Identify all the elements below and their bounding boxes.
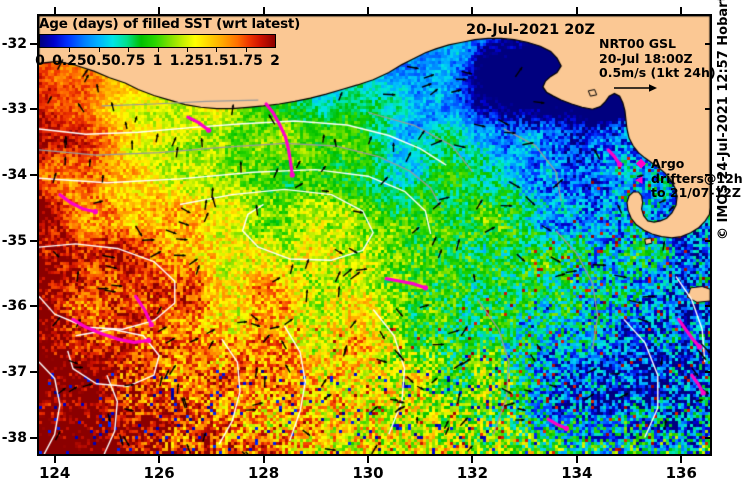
y-tick-right (705, 239, 712, 242)
colorbar-ticks (39, 48, 276, 53)
y-tick-right (705, 173, 712, 176)
y-tick-right (705, 436, 712, 439)
drifter-track-arrow-icon: ◂ (635, 170, 643, 188)
colorbar-tick-labels: 0 0.25 0.5 0.75 1 1.25 1.5 1.75 2 (35, 53, 286, 71)
x-tick-top (53, 7, 56, 14)
y-tick (30, 42, 37, 45)
y-tick-label: -35 (1, 232, 27, 249)
y-tick-label: -32 (1, 35, 27, 52)
map-plot-area[interactable] (37, 14, 712, 456)
colorbar-tick-label: 0 (35, 53, 45, 69)
colorbar-tick (69, 48, 71, 52)
y-tick-label: -38 (1, 429, 27, 446)
sst-age-heatmap-canvas[interactable] (39, 16, 710, 454)
x-tick-label: 132 (456, 464, 489, 482)
y-tick-label: -34 (1, 166, 27, 183)
colorbar-gradient (39, 34, 276, 48)
y-tick-label: -37 (1, 363, 27, 380)
colorbar-tick-label: 2 (270, 53, 280, 69)
argo-legend-title: Argo (651, 156, 685, 171)
y-tick-right (705, 108, 712, 111)
x-tick (575, 456, 578, 463)
colorbar-tick (157, 48, 159, 52)
y-tick-right (705, 42, 712, 45)
colorbar-tick (216, 48, 218, 52)
argo-legend-line2: drifters@12h (651, 170, 743, 186)
x-tick (262, 456, 265, 463)
y-tick-label: -33 (1, 101, 27, 118)
x-tick-top (680, 7, 683, 14)
y-tick-label: -36 (1, 298, 27, 315)
y-tick (30, 173, 37, 176)
model-scale-line: 0.5m/s (1kt 24h) (599, 65, 716, 80)
x-tick-label: 124 (39, 464, 71, 482)
x-tick (366, 456, 369, 463)
colorbar-title: Age (days) of filled SST (wrt latest) (39, 16, 301, 32)
colorbar-tick-label: 1.75 (228, 53, 263, 69)
model-time-line: 20-Jul 18:00Z (599, 50, 693, 66)
argo-diamond-icon: ◆ (636, 156, 646, 171)
x-tick (158, 456, 161, 463)
y-tick-right (705, 370, 712, 373)
x-tick-top (471, 7, 474, 14)
y-tick (30, 239, 37, 242)
velocity-scale-arrow-icon (614, 84, 657, 92)
colorbar-tick (128, 48, 130, 52)
y-tick (30, 305, 37, 308)
colorbar-tick (98, 48, 100, 52)
colorbar-tick-label: 1.25 (169, 53, 205, 69)
x-tick-label: 136 (665, 464, 697, 482)
x-tick-top (366, 7, 369, 14)
y-tick (30, 370, 37, 373)
x-tick-top (575, 7, 578, 14)
x-tick-label: 126 (143, 464, 175, 482)
argo-legend: ◆ ◂ Argo drifters@12h to 21/07-12Z (635, 156, 743, 201)
model-annotation: NRT00 GSL 20-Jul 18:00Z 0.5m/s (1kt 24h) (599, 36, 716, 81)
argo-legend-line3: to 21/07-12Z (651, 185, 741, 200)
x-tick (471, 456, 474, 463)
y-tick-right (705, 305, 712, 308)
y-tick (30, 108, 37, 111)
colorbar-tick-label: 0.5 (86, 53, 112, 69)
x-tick-label: 130 (352, 464, 384, 482)
x-tick-label: 134 (561, 464, 593, 482)
x-tick (53, 456, 56, 463)
model-name-line: NRT00 GSL (599, 36, 677, 51)
colorbar-tick-label: 1 (152, 53, 163, 69)
x-tick-top (262, 7, 265, 14)
colorbar-tick (245, 48, 247, 52)
colorbar-tick-label: 0.25 (52, 53, 87, 69)
imos-credit: © IMOS 24-Jul-2021 12:57 Hobart (716, 0, 731, 240)
map-date-title: 20-Jul-2021 20Z (466, 22, 595, 38)
colorbar-tick (186, 48, 188, 52)
y-tick (30, 436, 37, 439)
x-tick-top (158, 7, 161, 14)
x-tick-label: 128 (247, 464, 280, 482)
colorbar-tick-label: 0.75 (110, 53, 146, 69)
colorbar-tick-label: 1.5 (203, 53, 229, 69)
x-tick (680, 456, 683, 463)
